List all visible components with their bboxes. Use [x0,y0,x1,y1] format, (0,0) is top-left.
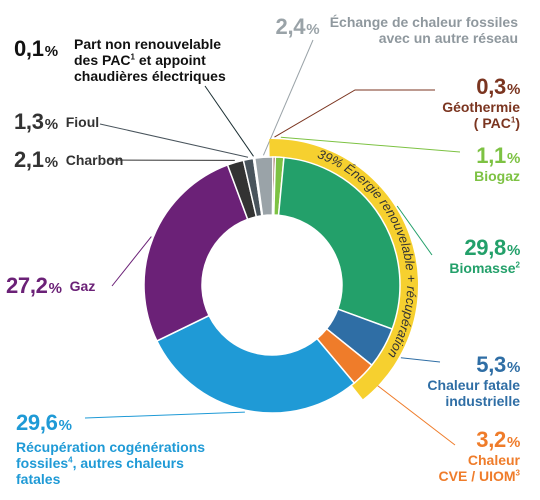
name-charbon: Charbon [65,151,124,168]
leader-biogaz [280,136,461,153]
label-echange: 2,4% Échange de chaleur fossiles avec un … [238,14,518,46]
pct-geothermie: 0,3% [476,74,520,99]
slice-gaz [143,163,249,342]
renewable-band-arc [269,139,418,400]
pct-biomasse: 29,8% [464,235,520,260]
name-geothermie: Géothermie( PAC1) [442,99,520,132]
name-biomasse: Biomasse2 [449,260,520,277]
leader-gaz [111,236,152,287]
leader-fioul [99,123,249,158]
pct-cve-uiom: 3,2% [476,427,520,452]
label-cve-uiom: 3,2% Chaleur CVE / UIOM3 [438,427,521,485]
slice-biomasse [277,156,401,331]
leader-echange [262,39,314,156]
name-fioul: Fioul [65,113,100,130]
pct-recuperation: 29,6% [16,410,72,435]
label-gaz: 27,2% Gaz [6,273,95,298]
pct-fioul: 1,3% [14,109,58,134]
pct-chaleur-fatale: 5,3% [476,352,520,377]
pct-echange: 2,4% [275,14,320,39]
name-gaz: Gaz [69,277,96,294]
leader-recuperation [84,411,245,419]
pct-part-non-renouvelable: 0,1% [14,36,58,61]
leader-part-non-renouvelable [204,85,254,157]
label-fioul: 1,3% Fioul [14,109,99,134]
label-biogaz: 1,1% Biogaz [474,143,520,184]
name-echange: Échange de chaleur fossiles avec un autre… [329,14,518,47]
name-biogaz: Biogaz [474,168,520,185]
renewable-band [269,139,418,400]
pct-charbon: 2,1% [14,147,58,172]
label-chaleur-fatale: 5,3% Chaleur fatale industrielle [427,352,520,409]
label-biomasse: 29,8% Biomasse2 [449,235,520,276]
leader-cve-uiom [364,375,456,446]
leader-lines [84,39,461,446]
slice-part-non-renouvelable [252,157,264,217]
leader-geothermie [274,89,435,138]
pct-biogaz: 1,1% [476,143,520,168]
pct-gaz: 27,2% [6,273,62,298]
donut-slices [143,156,401,414]
name-cve-uiom: Chaleur CVE / UIOM3 [438,452,520,485]
leader-chaleur-fatale [400,357,441,363]
slice-recuperation [155,314,356,414]
name-chaleur-fatale: Chaleur fatale industrielle [427,377,520,410]
label-recuperation: 29,6% Récupération cogénérations fossiles… [16,410,205,488]
name-part-non-renouvelable: Part non renouvelable des PAC1 et appoint… [74,36,226,85]
label-part-non-renouvelable: 0,1% Part non renouvelable des PAC1 et ap… [14,36,226,84]
leader-biomasse [396,205,433,256]
label-charbon: 2,1% Charbon [14,147,123,172]
label-geothermie: 0,3% Géothermie( PAC1) [442,74,520,131]
name-recuperation: Récupération cogénérations fossiles4, aut… [16,439,206,488]
